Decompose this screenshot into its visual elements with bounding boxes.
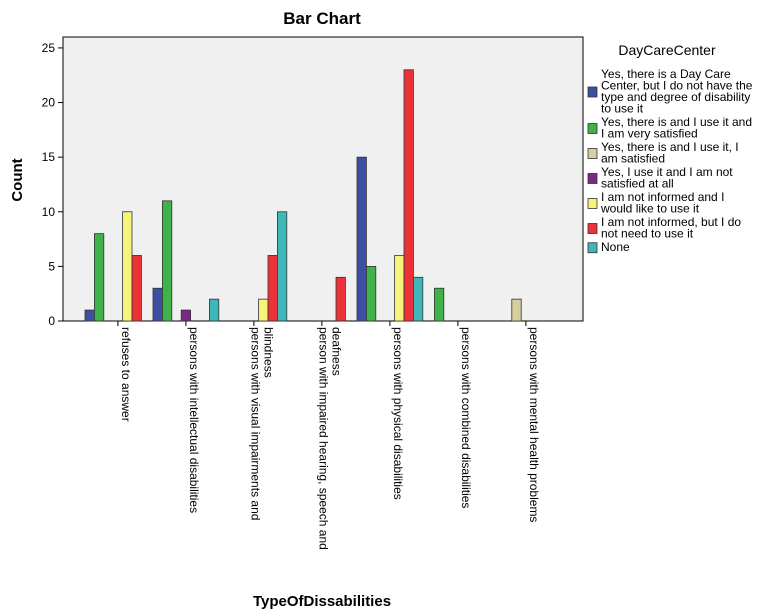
bar [131,255,142,322]
bar [208,298,220,322]
y-tick-label: 5 [48,259,55,273]
bar [433,287,445,322]
x-tick-label: persons with intellectual disabilities [187,327,201,513]
x-tick-label: persons with mental health problems [527,327,541,522]
legend-swatch [587,148,598,159]
bar [267,255,278,322]
legend-label: None [601,240,630,254]
bar [84,309,95,322]
x-axis: refuses to answer persons with intellectu… [117,321,541,550]
legend-label: Yes, I use it and I am not [601,165,733,179]
bar [152,287,163,322]
y-axis: 0 5 10 15 20 25 [42,41,63,328]
x-tick-label: persons with visual impairments and [248,327,262,520]
legend-swatch [587,242,598,254]
bar [356,156,367,322]
legend-label: Yes, there is and I use it and [601,115,752,129]
y-tick-label: 15 [42,150,56,164]
bar [365,265,377,322]
chart-title: Bar Chart [283,9,361,28]
legend-swatch [587,173,598,184]
x-tick-label: refuses to answer [119,327,133,422]
legend-title: DayCareCenter [618,42,716,58]
bar [276,211,288,322]
legend-label: Yes, there is and I use it, I [601,140,739,154]
legend-swatch [587,86,598,98]
legend-label: to use it [601,102,644,116]
legend-label: Yes, there is a Day Care [601,67,731,81]
x-tick-label: persons with physical disabilities [391,327,405,500]
legend-label: am satisfied [601,152,665,166]
y-tick-label: 10 [42,205,56,219]
y-axis-title: Count [9,158,26,201]
y-tick-label: 0 [48,314,55,328]
y-tick-label: 20 [42,96,56,110]
legend-swatch [587,123,598,134]
legend: Yes, there is a Day CareCenter, but I do… [587,67,753,254]
legend-label: I am not informed, but I do [601,215,741,229]
plot-area [62,36,584,322]
legend-label: type and degree of disability [601,90,750,104]
x-tick-label: deafness [329,327,343,376]
bar [180,309,191,322]
legend-label: satisfied at all [601,177,674,191]
y-tick-label: 25 [42,41,56,55]
legend-label: would like to use it [600,202,700,216]
bar [403,69,414,322]
legend-label: Center, but I do not have the [601,79,753,93]
legend-label: I am very satisfied [601,127,698,141]
bar [94,233,105,322]
bar [394,255,405,322]
bar [161,200,173,322]
x-tick-label: blindness [261,327,275,378]
bar [412,276,424,322]
bars-group [84,69,522,322]
x-axis-title: TypeOfDissabilities [253,593,391,610]
bar [258,298,269,322]
legend-label: not need to use it [601,227,694,241]
x-tick-label: persons with combined disabilities [459,327,473,508]
x-tick-label: person with impaired hearing, speech and [316,327,330,550]
legend-swatch [587,198,598,209]
bar [335,276,346,322]
legend-label: I am not informed and I [601,190,724,204]
legend-swatch [587,223,598,234]
bar [511,298,522,322]
bar [122,211,133,322]
